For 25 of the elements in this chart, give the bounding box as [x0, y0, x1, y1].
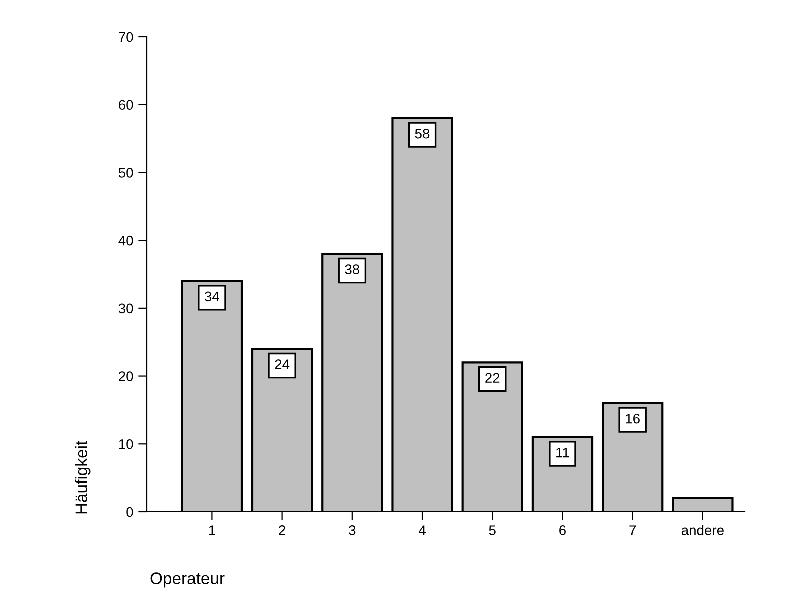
y-tick-label: 40 — [118, 236, 134, 246]
data-label: 24 — [275, 360, 290, 370]
x-tick-label: 7 — [630, 526, 636, 536]
data-label: 34 — [205, 292, 220, 302]
y-tick-label: 30 — [118, 304, 134, 314]
y-tick-label: 60 — [119, 100, 134, 110]
x-tick-label: 5 — [489, 526, 496, 536]
x-tick-label: 6 — [560, 526, 566, 536]
data-label: 38 — [345, 264, 360, 274]
x-axis-title: Operateur — [150, 572, 225, 588]
y-tick-label: 20 — [119, 372, 134, 382]
y-axis-title: Häufigkeit — [75, 441, 91, 514]
x-tick-label: 3 — [349, 526, 356, 536]
x-tick-label: 2 — [279, 526, 286, 536]
data-label: 11 — [556, 448, 570, 458]
x-tick-label: andere — [682, 525, 724, 536]
y-tick-label: 50 — [118, 168, 134, 178]
data-label: 58 — [415, 128, 430, 139]
y-tick-label: 70 — [119, 32, 134, 42]
x-tick-label: 4 — [418, 526, 426, 536]
y-tick-label: 10 — [119, 439, 134, 450]
y-tick-label: 0 — [126, 507, 134, 518]
x-tick-label: 1 — [209, 526, 216, 536]
data-label: 16 — [626, 414, 640, 424]
data-label: 22 — [486, 373, 500, 383]
